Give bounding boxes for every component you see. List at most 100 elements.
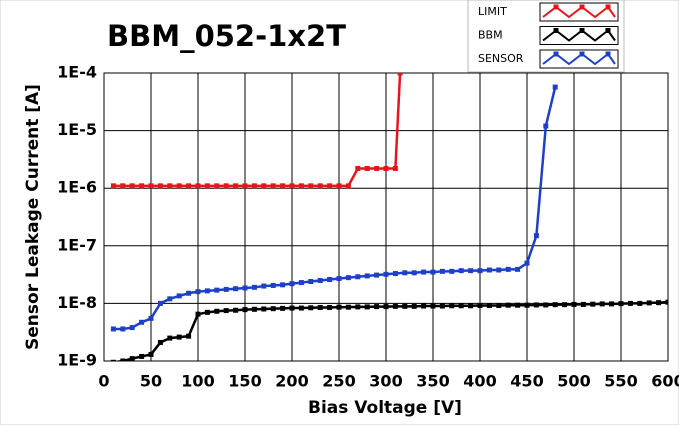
data-point xyxy=(327,304,333,310)
data-point xyxy=(308,278,314,284)
data-point xyxy=(204,183,210,189)
data-point xyxy=(289,305,295,311)
data-point xyxy=(392,303,398,309)
data-point xyxy=(289,281,295,287)
data-point xyxy=(543,123,549,129)
data-point xyxy=(167,183,173,189)
data-point xyxy=(571,301,577,307)
data-point xyxy=(533,302,539,308)
data-point xyxy=(364,273,370,279)
data-point xyxy=(383,165,389,171)
x-tick-label: 100 xyxy=(181,372,214,391)
data-point xyxy=(552,84,558,90)
legend-swatch-box xyxy=(539,2,619,22)
data-point xyxy=(176,334,182,340)
data-point xyxy=(383,271,389,277)
x-tick-label: 0 xyxy=(98,372,109,391)
data-point xyxy=(308,183,314,189)
x-tick-label: 550 xyxy=(604,372,637,391)
data-point xyxy=(317,277,323,283)
data-point xyxy=(251,183,257,189)
x-tick-label: 600 xyxy=(651,372,679,391)
data-point xyxy=(355,304,361,310)
data-point xyxy=(167,335,173,341)
data-point xyxy=(609,301,615,307)
legend-label: BBM xyxy=(478,29,503,42)
data-point xyxy=(590,301,596,307)
legend-marker xyxy=(553,28,559,33)
data-point xyxy=(110,326,116,332)
data-point xyxy=(336,183,342,189)
data-point xyxy=(599,301,605,307)
data-point xyxy=(468,268,474,274)
data-point xyxy=(204,309,210,315)
data-point xyxy=(374,304,380,310)
data-point xyxy=(261,183,267,189)
data-point xyxy=(186,333,192,339)
legend-marker xyxy=(605,28,611,33)
data-point xyxy=(505,302,511,308)
plot-layer xyxy=(110,73,668,361)
data-point xyxy=(562,302,568,308)
y-axis-title: Sensor Leakage Current [A] xyxy=(23,84,43,350)
data-point xyxy=(524,260,530,266)
data-point xyxy=(195,183,201,189)
data-point xyxy=(233,286,239,292)
data-point xyxy=(515,266,521,272)
x-tick-label: 150 xyxy=(228,372,261,391)
data-point xyxy=(176,183,182,189)
data-point xyxy=(148,183,154,189)
data-point xyxy=(449,303,455,309)
y-tick-label: 1E-4 xyxy=(57,63,97,82)
data-point xyxy=(186,290,192,296)
data-point xyxy=(345,275,351,281)
data-point xyxy=(355,165,361,171)
data-point xyxy=(148,351,154,357)
data-point xyxy=(157,183,163,189)
data-point xyxy=(646,300,652,306)
data-point xyxy=(139,319,145,325)
legend-label: LIMIT xyxy=(478,5,507,18)
data-point xyxy=(204,288,210,294)
data-point xyxy=(430,303,436,309)
data-point xyxy=(345,304,351,310)
data-point xyxy=(355,274,361,280)
data-point xyxy=(543,302,549,308)
data-point xyxy=(618,301,624,307)
data-point xyxy=(477,302,483,308)
data-point xyxy=(251,306,257,312)
data-point xyxy=(270,306,276,312)
data-point xyxy=(139,183,145,189)
data-point xyxy=(402,303,408,309)
data-point xyxy=(280,282,286,288)
data-point xyxy=(458,268,464,274)
data-point xyxy=(214,183,220,189)
data-point xyxy=(270,282,276,288)
data-point xyxy=(397,73,403,76)
data-point xyxy=(411,270,417,276)
x-tick-label: 300 xyxy=(369,372,402,391)
data-point xyxy=(120,183,126,189)
data-point xyxy=(486,267,492,273)
data-point xyxy=(336,304,342,310)
y-tick-label: 1E-7 xyxy=(57,235,97,254)
data-point xyxy=(110,183,116,189)
data-point xyxy=(233,307,239,313)
x-tick-label: 400 xyxy=(463,372,496,391)
legend-marker xyxy=(553,4,559,10)
data-point xyxy=(280,305,286,311)
y-tick-label: 1E-6 xyxy=(57,178,97,197)
data-point xyxy=(129,356,135,361)
data-point xyxy=(327,276,333,282)
legend-marker xyxy=(579,28,585,33)
data-point xyxy=(486,302,492,308)
data-point xyxy=(298,280,304,286)
data-point xyxy=(261,306,267,312)
x-axis-title: Bias Voltage [V] xyxy=(308,398,462,418)
data-point xyxy=(665,299,668,305)
y-tick-label: 1E-8 xyxy=(57,293,97,312)
data-point xyxy=(580,301,586,307)
data-point xyxy=(289,183,295,189)
data-point xyxy=(383,304,389,310)
